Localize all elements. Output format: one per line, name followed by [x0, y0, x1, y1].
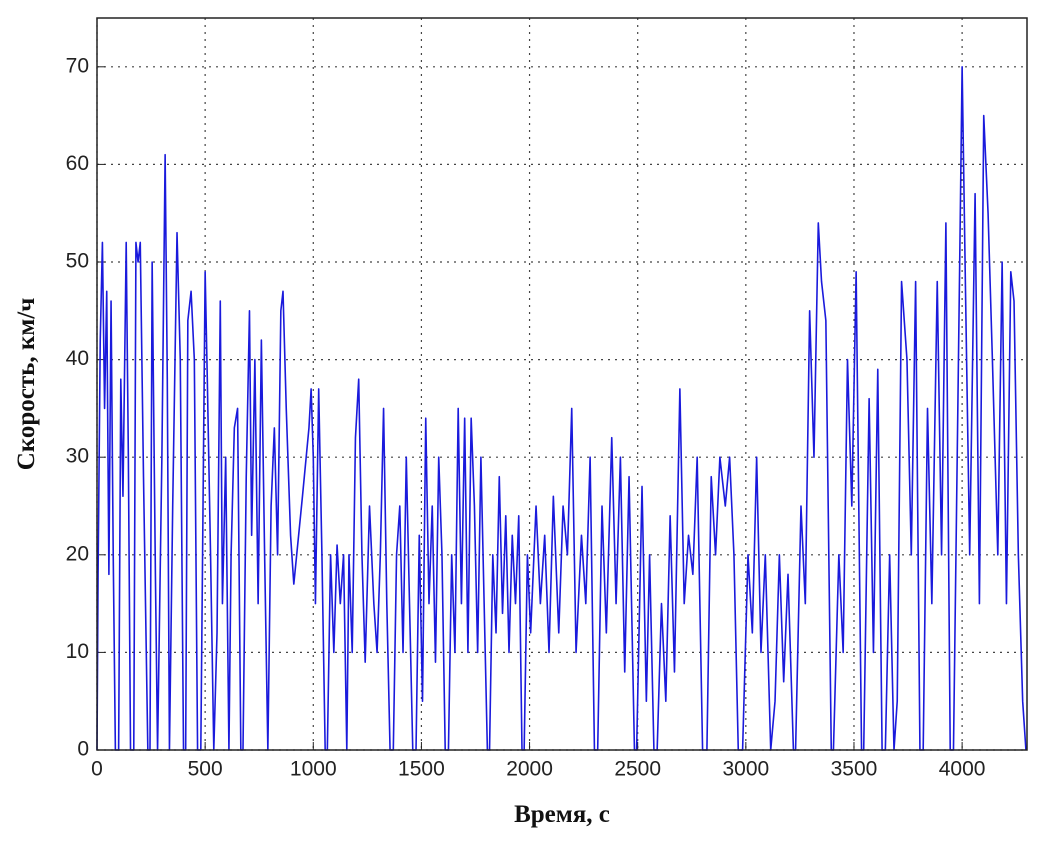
plot-area: [97, 18, 1027, 750]
y-tick-label: 20: [66, 542, 89, 565]
x-tick-label: 3000: [722, 758, 769, 781]
x-tick-label: 1500: [398, 758, 445, 781]
y-tick-label: 40: [66, 347, 89, 370]
x-tick-label: 3500: [831, 758, 878, 781]
y-tick-label: 10: [66, 640, 89, 663]
plot-frame: [96, 17, 1028, 751]
x-tick-label: 500: [188, 758, 223, 781]
y-tick-label: 70: [66, 54, 89, 77]
y-tick-label: 0: [77, 738, 89, 761]
x-tick-label: 2500: [614, 758, 661, 781]
x-tick-label: 4000: [939, 758, 986, 781]
x-axis-label: Время, с: [514, 801, 610, 828]
x-tick-label: 2000: [506, 758, 553, 781]
y-tick-label: 60: [66, 152, 89, 175]
y-axis-label: Скорость, км/ч: [13, 298, 40, 471]
y-tick-label: 50: [66, 250, 89, 273]
x-tick-label: 0: [91, 758, 103, 781]
x-tick-label: 1000: [290, 758, 337, 781]
y-tick-label: 30: [66, 445, 89, 468]
